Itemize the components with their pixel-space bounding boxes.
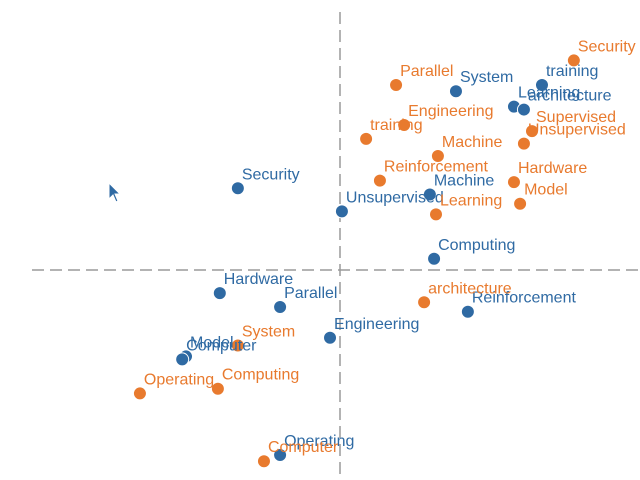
- point-label-s1-5: Unsupervised: [528, 122, 626, 139]
- scatter-point-s0-11: [323, 330, 338, 345]
- scatter-point-s1-7: [372, 173, 387, 188]
- point-label-s0-12: Model: [190, 334, 234, 351]
- point-label-s0-11: Engineering: [334, 316, 419, 333]
- scatter-point-s1-5: [516, 136, 531, 151]
- point-label-s1-11: architecture: [428, 280, 512, 297]
- scatter-point-s1-9: [513, 196, 528, 211]
- point-label-s0-9: Parallel: [284, 285, 337, 302]
- scatter-point-s1-4: [359, 131, 374, 146]
- scatter-point-s0-0: [448, 84, 463, 99]
- scatter-point-s0-3: [516, 102, 531, 117]
- scatter-point-s0-5: [422, 187, 437, 202]
- scatter-point-s1-6: [430, 149, 445, 164]
- scatter-point-s1-3: [525, 124, 539, 139]
- point-label-s1-9: Model: [524, 182, 568, 199]
- point-label-s0-13: Computer: [186, 337, 257, 354]
- point-label-s1-4: training: [370, 117, 422, 134]
- point-label-s0-2: Learning: [518, 85, 580, 102]
- point-label-s1-15: Computer: [268, 439, 339, 456]
- point-label-s1-3: Supervised: [536, 109, 616, 126]
- point-label-s1-12: System: [242, 323, 295, 340]
- labels-layer: System trainingLearningarchitectureSecuri…: [144, 38, 636, 456]
- point-label-s1-6: Machine: [442, 134, 503, 151]
- scatter-point-s0-9: [273, 300, 288, 314]
- point-label-s0-0: System: [460, 69, 513, 86]
- point-label-s0-3: architecture: [528, 88, 612, 105]
- point-label-s1-2: Engineering: [408, 103, 493, 120]
- scatter-point-s0-1: [534, 78, 549, 92]
- point-label-s1-14: Operating: [144, 371, 214, 388]
- scatter-point-s0-4: [230, 181, 245, 196]
- points-layer: [132, 53, 581, 469]
- scatter-point-s1-2: [397, 117, 412, 132]
- scatter-point-s0-10: [460, 304, 475, 319]
- scatter-point-s1-10: [429, 207, 443, 222]
- scatter-point-s0-13: [175, 352, 190, 367]
- point-label-s1-1: Parallel: [400, 63, 453, 80]
- point-label-s0-6: Unsupervised: [346, 189, 444, 206]
- point-label-s1-13: Computing: [222, 367, 299, 384]
- point-label-s1-10: Learning: [440, 192, 502, 209]
- scatter-point-s1-12: [230, 338, 245, 353]
- scatter-point-s1-8: [506, 175, 521, 190]
- scatter-point-s1-11: [417, 295, 432, 310]
- point-label-s0-7: Computing: [438, 237, 515, 254]
- scatter-point-s0-6: [334, 204, 349, 219]
- scatter-point-s1-13: [210, 381, 225, 396]
- point-label-s1-7: Reinforcement: [384, 159, 489, 176]
- point-label-s1-0: Security: [578, 38, 636, 55]
- point-label-s0-14: Operating: [284, 433, 354, 450]
- point-label-s0-8: Hardware: [224, 271, 293, 288]
- point-label-s0-5: Machine: [434, 173, 495, 190]
- point-label-s1-8: Hardware: [518, 160, 587, 177]
- point-label-s0-1: training: [546, 63, 598, 80]
- scatter-point-s0-8: [212, 286, 227, 301]
- scatter-point-s1-0: [566, 53, 581, 68]
- scatter-point-s1-1: [389, 78, 404, 92]
- point-label-s0-10: Reinforcement: [472, 290, 577, 307]
- scatter-point-s1-15: [256, 454, 271, 469]
- scatter-point-s0-7: [427, 251, 442, 266]
- mouse-pointer-icon: [108, 182, 122, 203]
- scatter-point-s1-14: [132, 386, 147, 401]
- point-label-s0-4: Security: [242, 166, 300, 183]
- scatter-point-s0-14: [273, 448, 288, 462]
